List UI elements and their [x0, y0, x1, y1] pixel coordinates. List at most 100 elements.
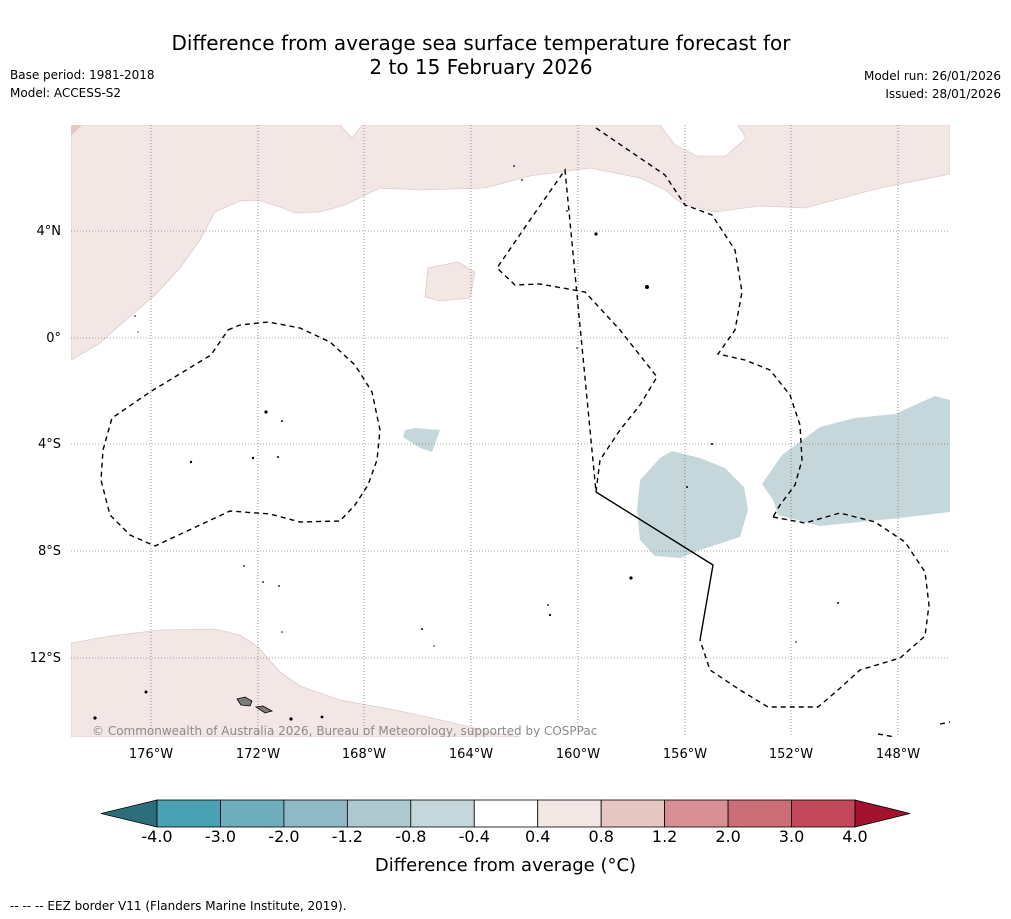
lat-axis: 4°N 0° 4°S 8°S 12°S — [30, 224, 61, 666]
island — [262, 581, 264, 583]
lon-label: 168°W — [342, 747, 386, 762]
colorbar-segment — [410, 799, 475, 828]
eez-border-central — [496, 127, 930, 708]
island — [137, 331, 139, 333]
colorbar-label: Difference from average (°C) — [374, 855, 637, 876]
meta-left: Base period: 1981-2018 Model: ACCESS-S2 — [10, 66, 155, 102]
island — [594, 232, 598, 236]
island — [686, 486, 688, 488]
lon-label: 172°W — [236, 747, 280, 762]
island — [189, 460, 193, 464]
island — [566, 210, 568, 212]
island — [433, 645, 435, 647]
colorbar-segment — [791, 799, 856, 828]
lon-axis: 176°W 172°W 168°W 164°W 160°W 156°W 152°… — [129, 747, 920, 762]
eez-footnote: -- -- -- EEZ border V11 (Flanders Marine… — [10, 899, 347, 913]
warm-patch-central — [424, 261, 476, 302]
island — [281, 631, 283, 633]
cool-patch-small — [403, 428, 440, 452]
colorbar-segment — [220, 799, 285, 828]
lon-label: 160°W — [556, 747, 600, 762]
eez-border-east — [877, 721, 950, 737]
lon-label: 176°W — [129, 747, 173, 762]
eez-border-solid-segment — [595, 491, 714, 641]
island — [144, 690, 148, 694]
colorbar-extend-high — [854, 799, 911, 828]
lat-label: 4°S — [38, 437, 61, 452]
colorbar-segment — [664, 799, 729, 828]
colorbar-tick-label: -4.0 — [141, 827, 173, 846]
colorbar-tick-label: 0.8 — [588, 827, 614, 846]
island — [278, 585, 280, 587]
issued-date: Issued: 28/01/2026 — [885, 87, 1001, 101]
island — [421, 628, 423, 630]
islands — [93, 165, 839, 721]
map-area: © Commonwealth of Australia 2026, Bureau… — [71, 125, 950, 737]
colorbar-segment — [600, 799, 666, 828]
colorbar — [100, 799, 911, 828]
island — [289, 717, 293, 721]
warm-region-north — [71, 125, 950, 361]
colorbar-tick-label: -0.4 — [458, 827, 490, 846]
island — [93, 716, 97, 720]
island — [645, 285, 649, 289]
eez-border-west — [100, 321, 381, 547]
island — [547, 604, 549, 606]
lon-label: 148°W — [876, 747, 920, 762]
island — [629, 576, 633, 580]
island — [134, 315, 136, 317]
colorbar-tick-label: -1.2 — [331, 827, 363, 846]
model-name: Model: ACCESS-S2 — [10, 86, 122, 100]
island — [513, 165, 515, 167]
island — [320, 715, 324, 719]
graticule — [71, 125, 950, 737]
island — [548, 613, 552, 617]
model-run: Model run: 26/01/2026 — [863, 69, 1001, 83]
island — [576, 347, 578, 349]
colorbar-tick-label: -2.0 — [268, 827, 300, 846]
island — [251, 456, 255, 460]
island — [264, 410, 268, 414]
lon-label: 152°W — [769, 747, 813, 762]
island — [521, 179, 523, 181]
colorbar-tick-label: 3.0 — [778, 827, 805, 846]
colorbar-segment — [283, 799, 348, 828]
title-line-2: 2 to 15 February 2026 — [369, 55, 593, 79]
colorbar-tick-label: 0.4 — [524, 827, 551, 846]
base-period: Base period: 1981-2018 — [10, 68, 155, 82]
eez-border-solid — [595, 491, 714, 641]
island — [837, 602, 839, 604]
lon-label: 164°W — [449, 747, 493, 762]
island — [281, 420, 283, 422]
lat-label: 12°S — [30, 651, 61, 666]
colorbar-segment — [346, 799, 412, 828]
colorbar-segment — [473, 799, 539, 828]
lon-label: 156°W — [663, 747, 707, 762]
colorbar-segment — [156, 799, 221, 828]
warm-region-south — [71, 628, 521, 737]
colorbar-tick-label: 2.0 — [715, 827, 741, 846]
cool-region-east — [762, 396, 950, 526]
lat-label: 8°S — [38, 544, 61, 559]
samoa-upolu — [236, 696, 253, 707]
lat-label: 0° — [46, 331, 61, 346]
chart-title: Difference from average sea surface temp… — [160, 31, 802, 79]
samoa-savaii — [254, 705, 274, 714]
colorbar-segment — [727, 799, 792, 828]
colorbar-extend-low — [100, 799, 158, 828]
island — [711, 443, 713, 445]
island — [277, 456, 279, 458]
colorbar-tick-label: -3.0 — [204, 827, 237, 846]
colorbar-tick-label: 4.0 — [842, 827, 868, 846]
cool-region-central — [637, 451, 748, 558]
eez-borders — [100, 127, 950, 737]
lat-label: 4°N — [37, 224, 62, 239]
island — [795, 641, 797, 643]
title-line-1: Difference from average sea surface temp… — [171, 31, 791, 55]
warm-region-north-corner — [71, 125, 82, 136]
meta-right: Model run: 26/01/2026 Issued: 28/01/2026 — [864, 67, 1001, 103]
colorbar-tick-label: 1.2 — [651, 827, 678, 846]
colorbar-tick-label: -0.8 — [395, 827, 427, 846]
colorbar-segment — [537, 799, 602, 828]
